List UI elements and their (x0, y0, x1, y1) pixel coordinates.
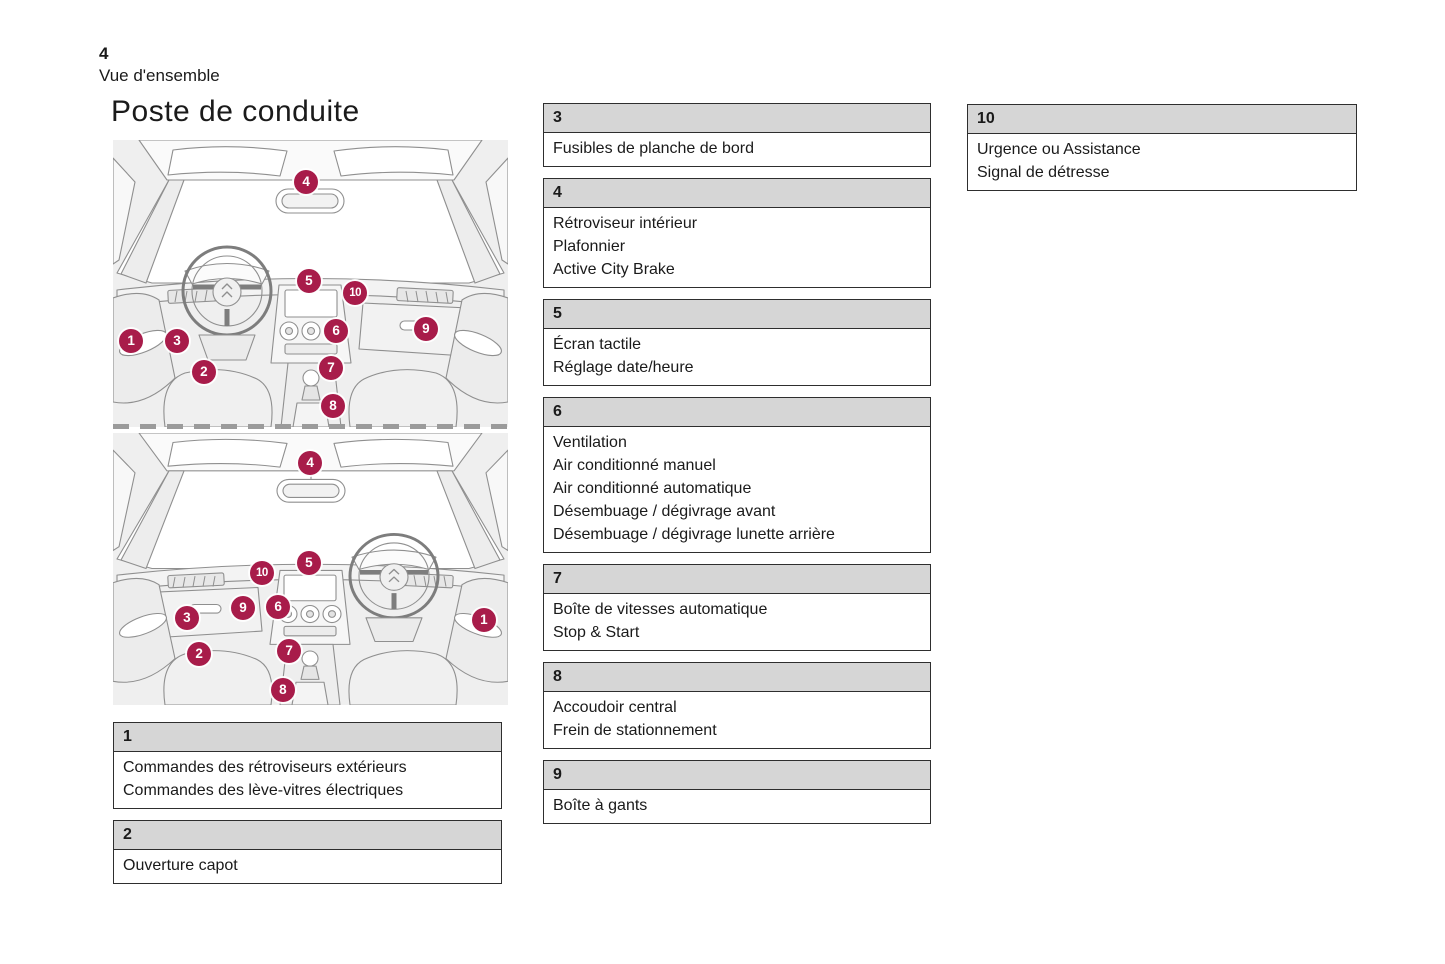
legend-box-5: 5 Écran tactile Réglage date/heure (543, 299, 931, 386)
legend-column-left: 1 Commandes des rétroviseurs extérieurs Co… (113, 722, 502, 895)
legend-box-text: Commandes des rétroviseurs extérieurs Com… (114, 752, 501, 808)
legend-box-number: 6 (544, 398, 930, 427)
marker-8: 8 (270, 678, 295, 703)
marker-1: 1 (119, 328, 144, 353)
marker-4: 4 (298, 450, 323, 475)
legend-column-right: 10 Urgence ou Assistance Signal de détress… (967, 104, 1357, 202)
legend-box-2: 2 Ouverture capot (113, 820, 502, 884)
legend-line: Accoudoir central (553, 699, 677, 716)
legend-box-6: 6 Ventilation Air conditionné manuel Air co… (543, 397, 931, 553)
legend-box-text: Boîte de vitesses automatique Stop & Star… (544, 594, 930, 650)
marker-7: 7 (277, 638, 302, 663)
legend-column-middle: 3 Fusibles de planche de bord 4 Rétroviseur… (543, 103, 931, 835)
legend-line: Air conditionné manuel (553, 457, 716, 474)
marker-2: 2 (191, 359, 216, 384)
marker-10: 10 (343, 280, 368, 305)
dashed-separator (113, 424, 508, 429)
marker-9: 9 (230, 595, 255, 620)
marker-6: 6 (266, 595, 291, 620)
legend-line: Air conditionné automatique (553, 480, 752, 497)
marker-5: 5 (296, 551, 321, 576)
legend-line: Désembuage / dégivrage lunette arrière (553, 526, 835, 543)
legend-box-7: 7 Boîte de vitesses automatique Stop & Sta… (543, 564, 931, 651)
legend-box-9: 9 Boîte à gants (543, 760, 931, 824)
marker-2: 2 (187, 642, 212, 667)
legend-line: Frein de stationnement (553, 722, 717, 739)
legend-box-number: 3 (544, 104, 930, 133)
legend-box-number: 8 (544, 663, 930, 692)
legend-box-number: 5 (544, 300, 930, 329)
legend-line: Commandes des rétroviseurs extérieurs (123, 759, 407, 776)
legend-box-number: 2 (114, 821, 501, 850)
page-title: Poste de conduite (111, 95, 360, 128)
marker-10: 10 (249, 561, 274, 586)
legend-line: Ventilation (553, 434, 627, 451)
marker-6: 6 (324, 319, 349, 344)
legend-line: Rétroviseur intérieur (553, 215, 698, 232)
legend-line: Boîte à gants (553, 797, 648, 814)
legend-box-number: 7 (544, 565, 930, 594)
legend-line: Désembuage / dégivrage avant (553, 503, 776, 520)
legend-box-text: Boîte à gants (544, 790, 930, 823)
marker-7: 7 (319, 355, 344, 380)
section-label: Vue d'ensemble (99, 66, 220, 85)
legend-box-text: Ouverture capot (114, 850, 501, 883)
legend-line: Active City Brake (553, 261, 675, 278)
legend-box-8: 8 Accoudoir central Frein de stationnement (543, 662, 931, 749)
legend-box-text: Urgence ou Assistance Signal de détresse (968, 134, 1356, 190)
legend-box-4: 4 Rétroviseur intérieur Plafonnier Active C… (543, 178, 931, 288)
legend-line: Réglage date/heure (553, 359, 694, 376)
legend-line: Fusibles de planche de bord (553, 140, 755, 157)
legend-line: Ouverture capot (123, 857, 238, 874)
page-number: 4 (99, 44, 109, 63)
legend-box-10: 10 Urgence ou Assistance Signal de détress… (967, 104, 1357, 191)
legend-box-text: Rétroviseur intérieur Plafonnier Active Ci… (544, 208, 930, 287)
legend-line: Plafonnier (553, 238, 626, 255)
marker-3: 3 (174, 605, 199, 630)
legend-box-number: 10 (968, 105, 1356, 134)
marker-8: 8 (321, 394, 345, 419)
dashboard-illustration-rhd: 4 5 10 9 6 3 1 2 7 8 (113, 433, 508, 705)
legend-box-text: Ventilation Air conditionné manuel Air con… (544, 427, 930, 552)
marker-9: 9 (413, 317, 438, 342)
legend-box-number: 1 (114, 723, 501, 752)
legend-line: Boîte de vitesses automatique (553, 601, 768, 618)
legend-box-1: 1 Commandes des rétroviseurs extérieurs Co… (113, 722, 502, 809)
legend-line: Écran tactile (553, 336, 642, 353)
legend-box-text: Écran tactile Réglage date/heure (544, 329, 930, 385)
legend-box-text: Fusibles de planche de bord (544, 133, 930, 166)
legend-line: Stop & Start (553, 624, 640, 641)
legend-box-number: 4 (544, 179, 930, 208)
marker-3: 3 (164, 328, 189, 353)
legend-box-text: Accoudoir central Frein de stationnement (544, 692, 930, 748)
legend-line: Urgence ou Assistance (977, 141, 1141, 158)
legend-line: Signal de détresse (977, 164, 1110, 181)
marker-5: 5 (296, 268, 321, 293)
legend-line: Commandes des lève-vitres électriques (123, 782, 404, 799)
dashboard-illustration-lhd: 4 5 10 6 9 1 3 2 7 8 (113, 140, 508, 427)
legend-box-number: 9 (544, 761, 930, 790)
legend-box-3: 3 Fusibles de planche de bord (543, 103, 931, 167)
marker-4: 4 (294, 169, 319, 194)
marker-1: 1 (471, 608, 496, 633)
